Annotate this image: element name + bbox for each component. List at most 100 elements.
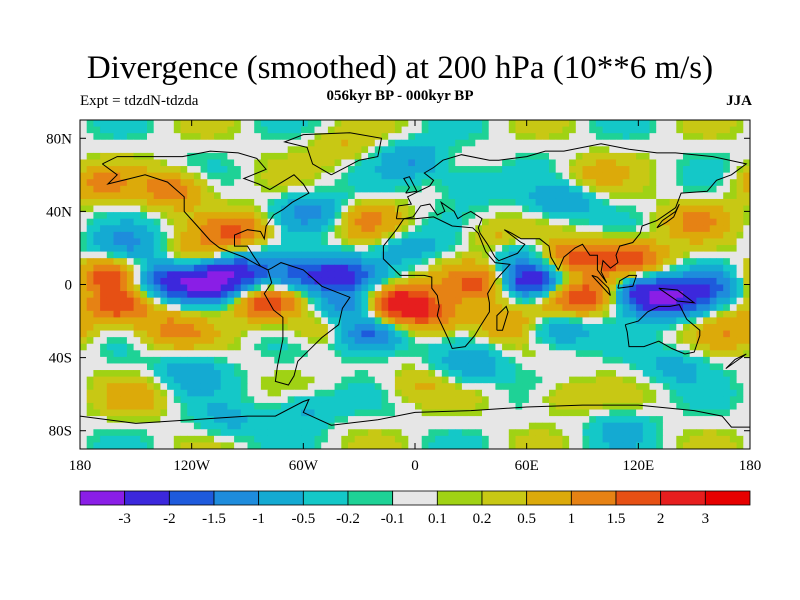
field-cell [341,363,349,371]
field-cell [542,317,550,325]
field-cell [307,383,315,391]
field-cell [193,264,201,272]
field-cell [455,146,463,154]
field-cell [334,126,342,134]
field-cell [294,277,302,285]
field-cell [669,264,677,272]
field-cell [220,264,228,272]
field-cell [274,120,282,127]
field-cell [716,185,724,193]
field-cell [468,120,476,127]
field-cell [515,185,523,193]
field-cell [542,304,550,312]
field-cell [495,343,503,351]
field-cell [394,205,402,213]
field-cell [327,172,335,180]
field-cell [274,251,282,259]
field-cell [669,337,677,345]
field-cell [709,271,717,279]
field-cell [455,218,463,226]
field-cell [589,429,597,437]
field-cell [80,205,88,213]
field-cell [93,198,101,206]
field-cell [133,422,141,430]
field-cell [616,402,624,410]
field-cell [160,245,168,252]
field-cell [562,297,570,305]
field-cell [482,139,490,147]
field-cell [448,323,456,331]
field-cell [153,409,161,417]
field-cell [180,330,188,338]
field-cell [314,422,322,430]
field-cell [126,120,134,127]
field-cell [408,291,416,299]
field-cell [683,330,691,338]
field-cell [669,218,677,226]
field-cell [435,126,443,134]
field-cell [408,179,416,187]
field-cell [709,416,717,424]
field-cell [522,179,530,187]
field-cell [522,409,530,417]
field-cell [388,396,396,404]
field-cell [361,198,369,206]
field-cell [153,363,161,371]
field-cell [703,284,711,292]
field-cell [482,192,490,200]
field-cell [294,409,302,417]
field-cell [80,192,88,200]
field-cell [502,225,510,233]
field-cell [662,225,670,233]
field-cell [575,185,583,193]
field-cell [636,383,644,391]
field-cell [267,343,275,351]
field-cell [455,429,463,437]
field-cell [354,284,362,292]
field-cell [689,218,697,226]
field-cell [528,238,536,246]
field-cell [649,126,657,134]
field-cell [274,442,282,450]
field-cell [636,376,644,384]
field-cell [348,277,356,285]
season-label: JJA [726,93,752,109]
field-cell [575,383,583,391]
field-cell [515,383,523,391]
field-cell [448,172,456,180]
field-cell [528,330,536,338]
field-cell [401,146,409,154]
field-cell [93,291,101,299]
field-cell [281,422,289,430]
field-cell [173,172,181,180]
field-cell [240,409,248,417]
field-cell [528,350,536,358]
field-cell [341,192,349,200]
field-cell [80,251,88,259]
field-cell [234,172,242,180]
field-cell [267,212,275,220]
field-cell [126,376,134,384]
field-cell [709,172,717,180]
field-cell [254,310,262,318]
field-cell [240,258,248,266]
field-cell [649,284,657,292]
field-cell [160,146,168,154]
field-cell [415,120,423,127]
field-cell [676,284,684,292]
field-cell [435,402,443,410]
field-cell [595,350,603,358]
field-cell [93,356,101,364]
field-cell [595,284,603,292]
field-cell [394,120,402,127]
field-cell [562,139,570,147]
field-cell [274,245,282,252]
field-cell [515,258,523,266]
field-cell [147,409,155,417]
field-cell [455,166,463,174]
field-cell [508,429,516,437]
field-cell [86,159,94,167]
field-cell [140,218,148,226]
field-cell [334,238,342,246]
field-cell [508,258,516,266]
